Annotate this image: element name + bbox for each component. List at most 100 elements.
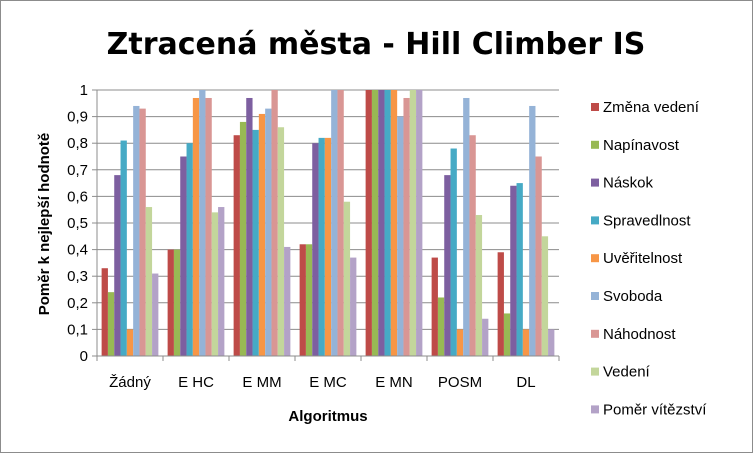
bar: [239, 121, 247, 356]
y-tick-label: 0: [80, 348, 88, 365]
legend-swatch: [591, 292, 599, 300]
bar: [409, 90, 417, 356]
bar: [431, 257, 438, 356]
bar: [384, 90, 391, 356]
bar: [337, 90, 344, 356]
bar: [450, 148, 457, 356]
bar: [371, 90, 379, 356]
bar: [284, 246, 291, 356]
legend-entry: Náhodnost: [603, 326, 676, 343]
bar: [312, 143, 319, 356]
x-axis-label: Algoritmus: [288, 408, 367, 425]
bar: [497, 252, 504, 356]
bar: [180, 156, 187, 356]
y-tick-label: 0,4: [67, 242, 88, 259]
axes-layer: [92, 89, 560, 361]
bar: [126, 329, 134, 356]
bar: [444, 175, 451, 356]
legend-entry: Vedení: [603, 364, 651, 381]
bar: [139, 108, 146, 357]
x-tick-label: E MM: [242, 374, 281, 391]
y-tick-label: 0,5: [67, 215, 88, 232]
bar: [535, 156, 542, 356]
legend-swatch: [591, 103, 599, 111]
legend-swatch: [591, 178, 599, 187]
bar: [397, 116, 404, 356]
bar: [114, 175, 121, 356]
bar: [416, 90, 423, 356]
bar: [403, 97, 410, 356]
bar: [318, 137, 325, 356]
x-tick-label: E HC: [178, 374, 214, 391]
bar: [133, 105, 140, 357]
bar: [482, 318, 489, 356]
bar: [107, 292, 115, 356]
bar: [277, 127, 285, 357]
ticks-layer: 0 0,1 0,2 0,3 0,4 0,5 0,6 0,7 0,8 0,9 1 Žádný E HC E …: [67, 82, 535, 391]
x-tick-label: POSM: [438, 374, 482, 391]
bar: [437, 297, 445, 356]
bar: [516, 183, 523, 356]
bar: [173, 249, 181, 356]
bar: [199, 90, 206, 356]
bar: [350, 257, 357, 356]
legend-swatch: [591, 254, 599, 263]
bar: [522, 329, 530, 356]
legend-swatch: [591, 405, 599, 414]
bar: [475, 215, 483, 356]
bar: [205, 97, 212, 356]
bar: [456, 329, 464, 356]
bar: [246, 97, 253, 356]
y-tick-label: 0,3: [67, 268, 88, 285]
legend-swatch: [591, 140, 599, 149]
legend: Změna vedení Napínavost Náskok Spravedlnost…: [591, 99, 707, 418]
bar: [463, 97, 470, 356]
bars-layer: [101, 90, 555, 357]
bar: [343, 201, 351, 356]
legend-entry: Svoboda: [603, 288, 663, 305]
legend-entry: Spravedlnost: [603, 212, 691, 229]
bar: [192, 97, 200, 356]
bar: [331, 90, 338, 356]
bar: [271, 90, 278, 356]
bar: [503, 313, 511, 356]
bar: [541, 236, 549, 356]
bar: [258, 113, 266, 356]
bar: [120, 140, 127, 356]
bar: [233, 135, 240, 356]
x-tick-label: Žádný: [109, 374, 151, 391]
bar: [218, 207, 225, 356]
legend-entry: Napínavost: [603, 137, 680, 154]
y-tick-label: 0,9: [67, 109, 88, 126]
bar: [101, 268, 108, 356]
y-tick-label: 0,7: [67, 162, 88, 179]
x-tick-label: E MC: [309, 374, 347, 391]
bar: [145, 207, 153, 356]
bar: [469, 135, 476, 356]
bar: [305, 244, 313, 356]
x-tick-label: DL: [516, 374, 535, 391]
bar: [299, 244, 306, 356]
legend-entry: Poměr vítězství: [603, 401, 707, 418]
bar: [548, 329, 555, 356]
legend-entry: Náskok: [603, 175, 654, 192]
bar: [211, 212, 219, 356]
bar: [529, 105, 536, 357]
bar: [365, 90, 372, 356]
y-tick-label: 0,1: [67, 321, 88, 338]
bar: [378, 90, 385, 356]
legend-swatch: [591, 216, 599, 225]
bar: [186, 143, 193, 356]
bar: [167, 249, 174, 356]
bar: [265, 108, 272, 357]
bar: [510, 185, 517, 356]
legend-swatch: [591, 367, 599, 376]
legend-swatch: [591, 329, 599, 338]
y-axis-label: Poměr k nejlepší hodnotě: [36, 133, 53, 316]
legend-entry: Uvěřitelnost: [603, 250, 683, 267]
y-tick-label: 0,8: [67, 135, 88, 152]
bar: [390, 90, 398, 356]
y-tick-label: 1: [80, 82, 88, 99]
